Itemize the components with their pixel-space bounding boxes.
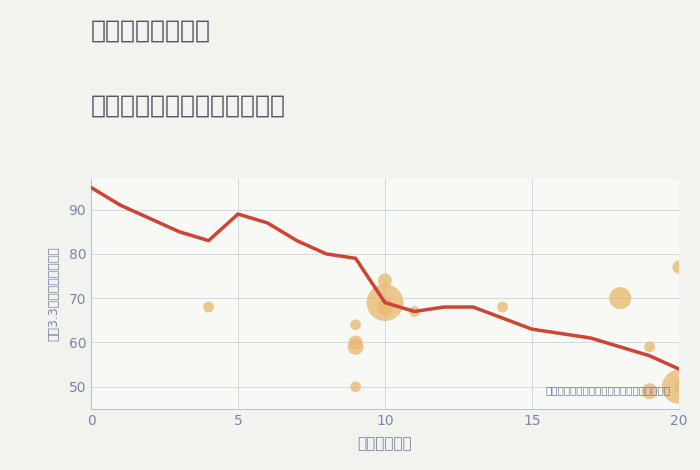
Text: 駅距離別中古マンション価格: 駅距離別中古マンション価格 [91, 94, 286, 118]
Point [379, 299, 391, 306]
Point [203, 303, 214, 311]
Point [644, 387, 655, 395]
X-axis label: 駅距離（分）: 駅距離（分） [358, 436, 412, 451]
Point [350, 343, 361, 351]
Point [350, 321, 361, 329]
Point [409, 308, 420, 315]
Point [379, 277, 391, 284]
Text: 奈良県高の原駅の: 奈良県高の原駅の [91, 19, 211, 43]
Point [350, 339, 361, 346]
Text: 円の大きさは、取引のあった物件面積を示す: 円の大きさは、取引のあった物件面積を示す [545, 385, 670, 395]
Point [673, 383, 685, 391]
Point [350, 383, 361, 391]
Point [615, 294, 626, 302]
Point [644, 343, 655, 351]
Point [379, 303, 391, 311]
Point [497, 303, 508, 311]
Y-axis label: 坪（3.3㎡）単価（万円）: 坪（3.3㎡）単価（万円） [47, 246, 60, 341]
Point [673, 383, 685, 391]
Point [673, 263, 685, 271]
